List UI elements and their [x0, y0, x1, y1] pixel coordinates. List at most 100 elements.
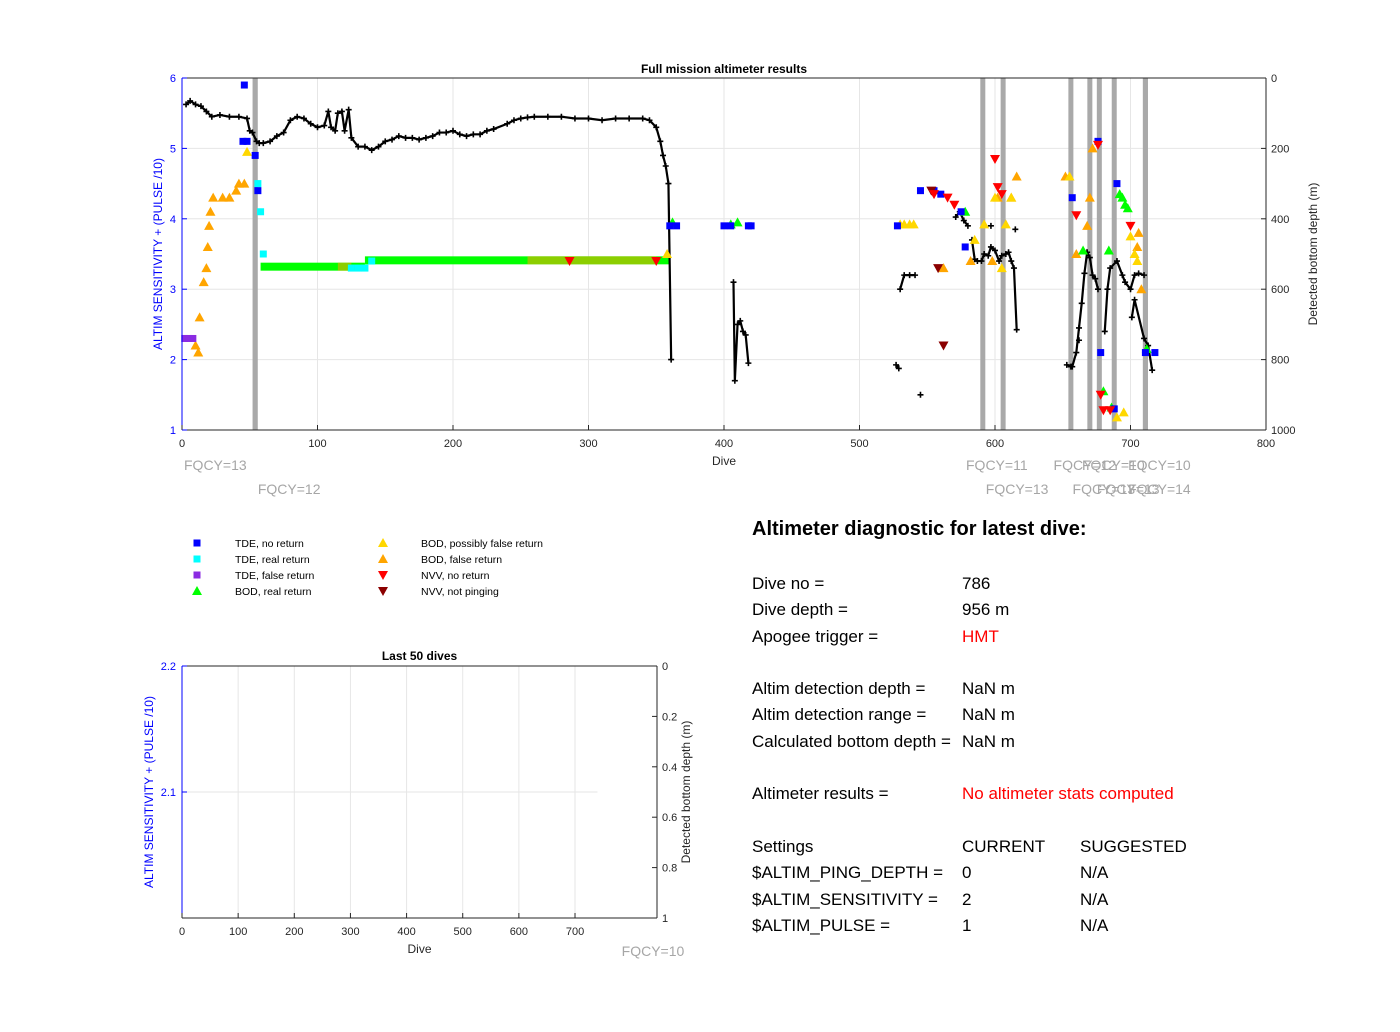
depth-point: [395, 133, 402, 140]
depth-point: [739, 328, 746, 335]
depth-point: [981, 251, 988, 257]
x-tick-label: 700: [566, 926, 584, 938]
legend-label-bod_real: BOD, real return: [235, 586, 312, 598]
fqcy-label: FQCY=13: [986, 481, 1049, 497]
depth-point: [416, 136, 423, 143]
depth-point: [504, 120, 511, 127]
last50-fqcy-label: FQCY=10: [622, 943, 685, 959]
depth-point: [730, 279, 737, 286]
tde-no-marker: [893, 222, 901, 230]
bod-f-marker: [938, 263, 949, 273]
depth-point: [361, 143, 368, 150]
depth-point: [742, 331, 749, 338]
depth-point: [1131, 272, 1138, 279]
depth-point: [1119, 272, 1126, 279]
nvv-no-marker: [564, 257, 575, 267]
legend-marker-tde_real: [193, 555, 201, 563]
depth-point: [226, 113, 233, 120]
x-tick-label: 200: [444, 438, 462, 450]
tde-no-marker: [720, 222, 728, 230]
depth-point: [558, 113, 565, 120]
y-tick-label: 1: [170, 425, 176, 437]
depth-point: [235, 113, 242, 120]
tde-no-marker: [727, 222, 735, 230]
x-tick-label: 500: [454, 926, 472, 938]
setting-suggested: N/A: [1080, 889, 1109, 909]
dive-depth-value: 956 m: [962, 600, 1010, 620]
tde-no-marker: [673, 222, 681, 230]
depth-point: [197, 103, 204, 110]
depth-point: [208, 113, 215, 120]
results-value: No altimeter stats computed: [962, 784, 1174, 804]
depth-point: [483, 127, 490, 134]
depth-point: [429, 133, 436, 140]
bod-f-marker: [1071, 249, 1082, 258]
main-x-axis-label: Dive: [712, 454, 736, 468]
legend-marker-nvv_no: [378, 571, 388, 580]
fqcy-label: FQCY=10: [1128, 457, 1191, 473]
dive-depth-row: Dive depth = 956 m: [752, 597, 1372, 623]
depth-point: [443, 129, 450, 136]
depth-point: [192, 101, 199, 108]
depth-point: [917, 391, 924, 398]
x-tick-label: 100: [229, 926, 247, 938]
tde-real-marker: [354, 264, 362, 272]
depth-point: [321, 122, 328, 129]
depth-point: [626, 115, 633, 122]
tde-real-marker: [257, 208, 265, 216]
setting-name: $ALTIM_PING_DEPTH =: [752, 863, 943, 883]
depth-point: [1086, 254, 1093, 261]
x-tick-label: 200: [285, 926, 303, 938]
depth-point: [1128, 314, 1135, 321]
depth-point: [307, 120, 314, 127]
bod-pf-marker: [1111, 412, 1122, 422]
depth-point: [490, 126, 497, 133]
legend-label-nvv_np: NVV, not pinging: [421, 586, 499, 598]
depth-point: [510, 117, 517, 124]
setting-current: 0: [962, 863, 972, 883]
tde-no-marker: [961, 243, 969, 251]
bod-f-marker: [1136, 284, 1147, 294]
depth-point: [216, 111, 223, 118]
y-tick-label: 4: [170, 214, 176, 226]
depth-point: [1008, 258, 1015, 265]
depth-point: [912, 272, 919, 279]
bod-pf-marker: [1006, 192, 1017, 202]
depth-trace-line: [1103, 259, 1145, 332]
depth-point: [348, 134, 355, 141]
depth-point: [389, 136, 396, 143]
depth-point: [1141, 335, 1148, 342]
depth-point: [187, 97, 194, 104]
bod-f-marker: [201, 263, 212, 273]
depth-point: [1010, 265, 1017, 272]
legend-marker-nvv_np: [378, 587, 388, 596]
depth-point: [612, 115, 619, 122]
depth-point: [1069, 363, 1076, 370]
setting-row: $ALTIM_SENSITIVITY = 2 N/A: [752, 887, 1372, 913]
tde-no-marker: [957, 208, 965, 216]
depth-point: [1127, 286, 1134, 293]
x-tick-label: 300: [341, 926, 359, 938]
bod-f-marker: [198, 277, 209, 287]
x-tick-label: 800: [1257, 438, 1275, 450]
tde-no-marker: [1110, 405, 1118, 413]
x-tick-label: 700: [1121, 438, 1139, 450]
tde-false-marker: [185, 334, 193, 342]
legend-marker-bod_pf: [378, 538, 388, 547]
depth-point: [436, 129, 443, 136]
depth-point: [544, 113, 551, 120]
x-tick-label: 0: [179, 926, 185, 938]
depth-point: [998, 252, 1005, 259]
depth-point: [668, 356, 675, 363]
depth-point: [987, 222, 994, 229]
depth-point: [345, 106, 352, 113]
bod-f-marker: [204, 220, 215, 230]
y-tick-label: 6: [170, 73, 176, 85]
detect-range-row: Altim detection range = NaN m: [752, 702, 1372, 728]
depth-point: [341, 127, 348, 134]
depth-point: [244, 115, 251, 122]
bod-f-marker: [1011, 171, 1022, 181]
last50-y2-axis-label: Detected bottom depth (m): [679, 721, 693, 864]
depth-point: [996, 258, 1003, 265]
